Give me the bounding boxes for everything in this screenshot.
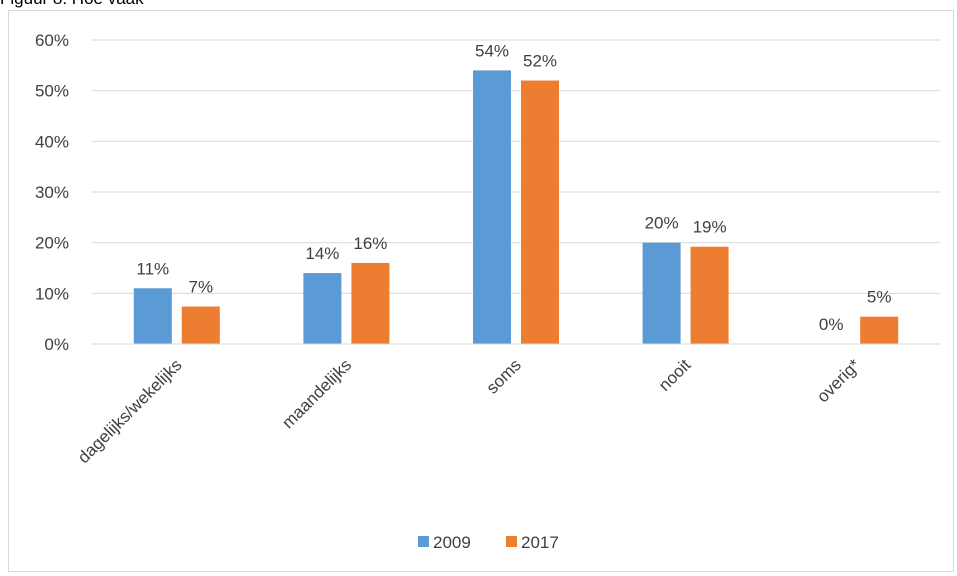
data-label: 19%	[693, 218, 727, 237]
bar-2009-2	[473, 70, 511, 345]
bar-2009-3	[642, 242, 681, 344]
bar-2009-1	[303, 273, 342, 344]
y-tick-label: 20%	[35, 234, 69, 253]
y-tick-label: 50%	[35, 82, 69, 101]
x-category-label: nooit	[655, 355, 695, 395]
bar-2017-0	[181, 306, 220, 344]
x-category-label: overig*	[813, 355, 864, 406]
x-category-label: soms	[483, 355, 525, 397]
data-label: 54%	[475, 41, 509, 60]
y-tick-label: 30%	[35, 183, 69, 202]
chart-area	[8, 10, 954, 572]
data-label: 52%	[523, 52, 557, 71]
data-label: 5%	[867, 288, 892, 307]
bar-2017-3	[690, 246, 729, 344]
y-tick-label: 60%	[35, 31, 69, 50]
data-label: 20%	[645, 214, 679, 233]
y-tick-label: 0%	[44, 335, 69, 354]
bar-2017-4	[860, 316, 899, 344]
data-label: 0%	[819, 315, 844, 334]
legend-label: 2009	[433, 533, 471, 552]
data-label: 7%	[189, 278, 214, 297]
data-label: 14%	[305, 244, 339, 263]
data-label: 16%	[353, 234, 387, 253]
x-category-label: dagelijks/wekelijks	[74, 355, 186, 467]
legend-label: 2017	[521, 533, 559, 552]
y-tick-label: 40%	[35, 132, 69, 151]
data-label: 11%	[136, 259, 169, 278]
figure-caption-partial: Figuur 8. Hoe vaak	[0, 0, 144, 9]
bar-2017-1	[351, 262, 390, 344]
y-tick-label: 10%	[35, 284, 69, 303]
bar-2017-2	[521, 80, 559, 345]
legend-swatch-2009	[418, 536, 429, 547]
bar-2009-0	[133, 288, 172, 344]
x-category-label: maandelijks	[278, 355, 355, 432]
legend-swatch-2017	[506, 536, 517, 547]
